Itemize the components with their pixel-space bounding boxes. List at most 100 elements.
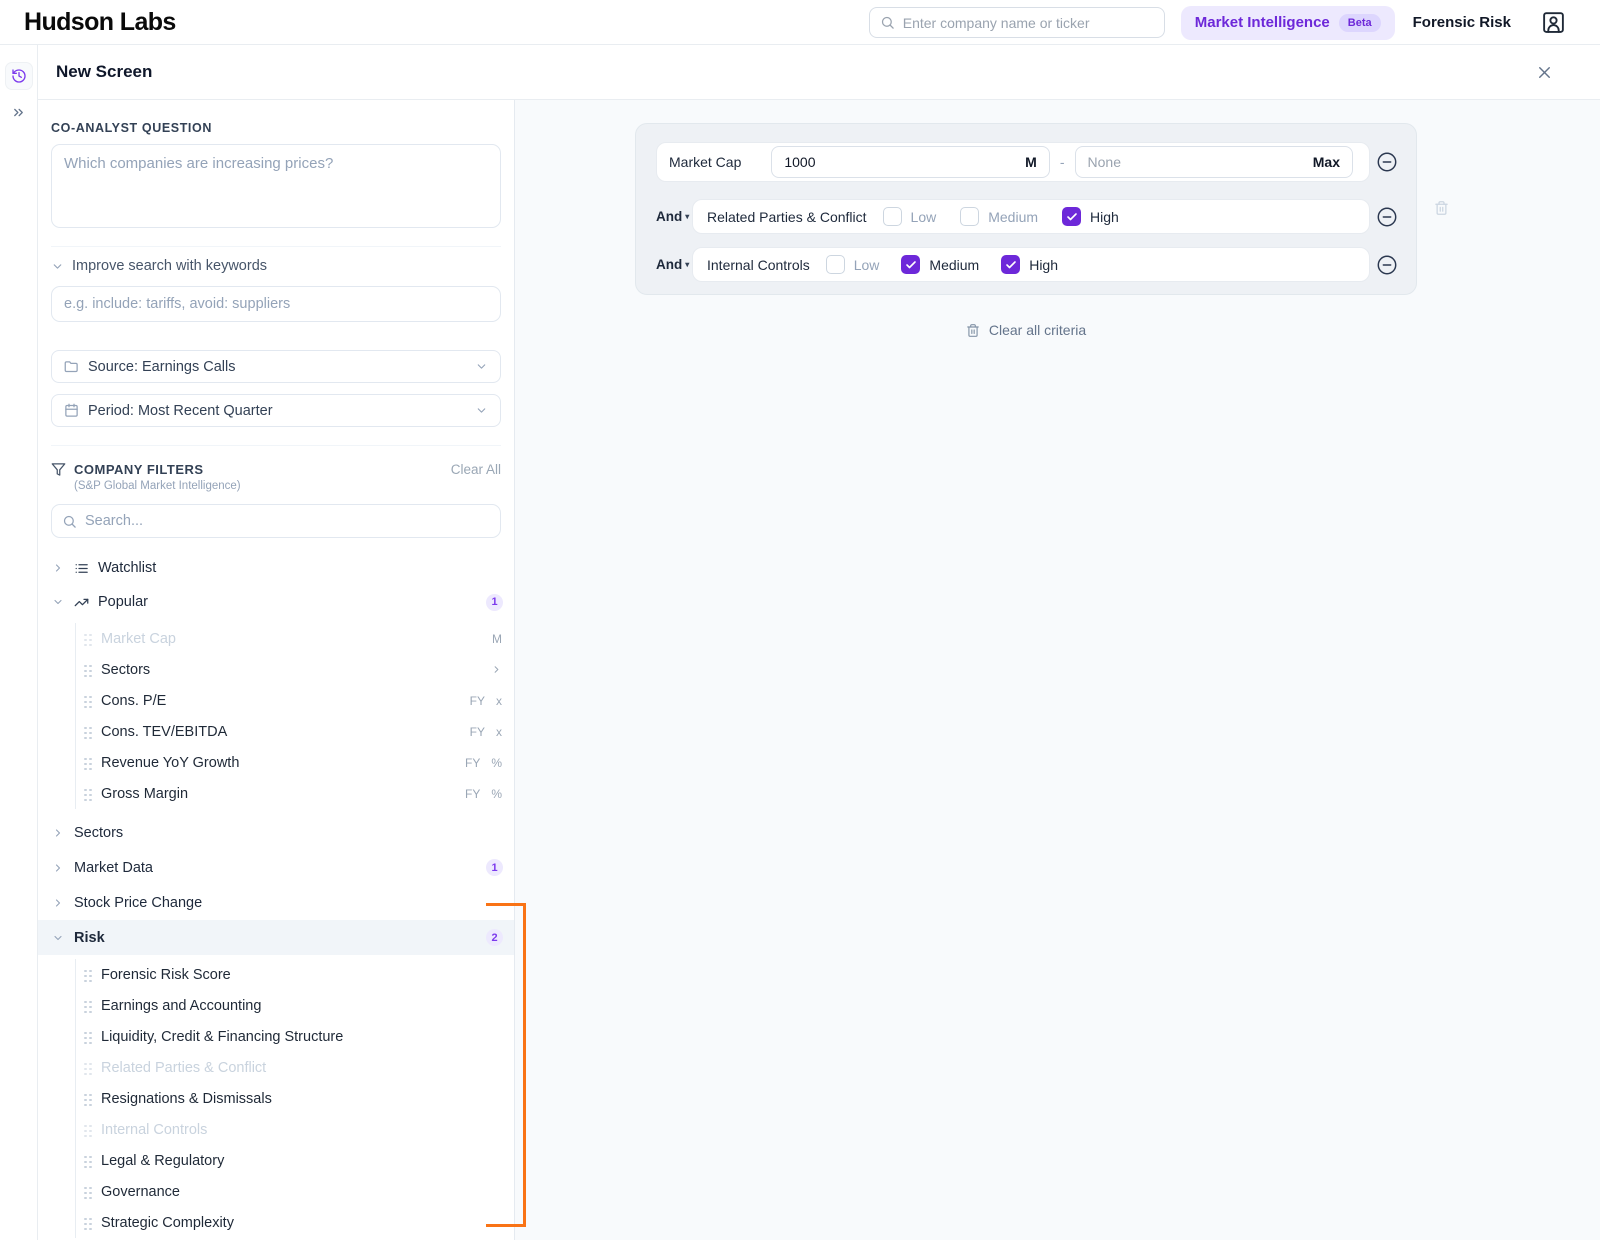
tree-item-market-cap[interactable]: Market Cap M xyxy=(76,623,514,654)
level-option-medium[interactable]: Medium xyxy=(901,255,979,274)
market-cap-min-input[interactable] xyxy=(784,154,1018,170)
source-dropdown[interactable]: Source: Earnings Calls xyxy=(51,350,501,383)
tree-item-label: Sectors xyxy=(101,661,151,678)
company-filters-title: COMPANY FILTERS xyxy=(74,462,204,477)
chevron-right-icon xyxy=(52,897,65,909)
drag-handle-icon[interactable] xyxy=(83,756,92,770)
drag-handle-icon[interactable] xyxy=(83,1061,92,1075)
and-connector-dropdown[interactable]: And xyxy=(656,209,692,224)
tree-item-earnings-and-accounting[interactable]: Earnings and Accounting xyxy=(76,990,514,1021)
tree-group-stock-price-change[interactable]: Stock Price Change xyxy=(38,885,514,920)
tree-item-related-parties-conflict[interactable]: Related Parties & Conflict xyxy=(76,1052,514,1083)
tree-item-label: Revenue YoY Growth xyxy=(101,754,240,771)
drag-handle-icon[interactable] xyxy=(83,1123,92,1137)
criteria-panel: Market Cap M - Max xyxy=(635,123,1417,295)
checkbox-unchecked-icon[interactable] xyxy=(882,207,902,226)
keywords-toggle[interactable]: Improve search with keywords xyxy=(51,258,501,274)
level-option-high[interactable]: High xyxy=(1001,255,1058,274)
company-search-box[interactable] xyxy=(868,7,1165,38)
filters-sidebar: CO-ANALYST QUESTION Improve search with … xyxy=(38,100,515,1240)
user-square-icon[interactable] xyxy=(1541,10,1566,35)
tree-item-liquidity-credit-financing[interactable]: Liquidity, Credit & Financing Structure xyxy=(76,1021,514,1052)
risk-children: Forensic Risk Score Earnings and Account… xyxy=(75,959,514,1238)
tree-group-risk[interactable]: Risk 2 xyxy=(38,920,514,955)
tree-item-legal-regulatory[interactable]: Legal & Regulatory xyxy=(76,1145,514,1176)
remove-criterion-button[interactable] xyxy=(1376,151,1398,173)
tree-group-sectors[interactable]: Sectors xyxy=(38,815,514,850)
co-analyst-question-input[interactable] xyxy=(51,144,501,228)
nav-market-intelligence[interactable]: Market Intelligence Beta xyxy=(1180,5,1395,40)
clear-all-filters-button[interactable]: Clear All xyxy=(450,462,501,477)
drag-handle-icon[interactable] xyxy=(83,1216,92,1230)
tree-item-governance[interactable]: Governance xyxy=(76,1176,514,1207)
tree-item-forensic-risk-score[interactable]: Forensic Risk Score xyxy=(76,959,514,990)
tree-item-meta: FY% xyxy=(464,755,502,770)
and-connector-dropdown[interactable]: And xyxy=(656,257,692,272)
company-search-input[interactable] xyxy=(902,14,1154,31)
tree-item-internal-controls[interactable]: Internal Controls xyxy=(76,1114,514,1145)
tree-group-label: Risk xyxy=(74,929,105,946)
drag-handle-icon[interactable] xyxy=(83,632,92,646)
max-unit-suffix: Max xyxy=(1312,154,1340,170)
tree-group-label: Market Data xyxy=(74,859,153,876)
tree-item-cons-pe[interactable]: Cons. P/E FY x xyxy=(76,685,514,716)
source-dropdown-value: Source: Earnings Calls xyxy=(88,358,236,375)
chevron-down-icon xyxy=(475,404,488,417)
level-option-high[interactable]: High xyxy=(1062,207,1119,226)
level-option-medium[interactable]: Medium xyxy=(960,207,1038,226)
beta-badge: Beta xyxy=(1338,13,1381,32)
calendar-icon xyxy=(64,403,79,418)
search-icon xyxy=(62,514,77,529)
tree-item-revenue-yoy-growth[interactable]: Revenue YoY Growth FY% xyxy=(76,747,514,778)
market-cap-max-box[interactable]: Max xyxy=(1074,146,1353,178)
expand-sidebar-button[interactable] xyxy=(4,98,33,126)
nav-forensic-risk[interactable]: Forensic Risk xyxy=(1412,14,1511,31)
drag-handle-icon[interactable] xyxy=(83,999,92,1013)
trending-up-icon xyxy=(74,595,89,610)
tree-group-popular[interactable]: Popular 1 xyxy=(38,585,514,619)
close-button[interactable] xyxy=(1535,63,1554,82)
checkbox-checked-icon[interactable] xyxy=(1001,255,1021,274)
drag-handle-icon[interactable] xyxy=(83,1030,92,1044)
delete-group-button[interactable] xyxy=(1434,200,1449,216)
tree-item-label: Cons. TEV/EBITDA xyxy=(101,723,228,740)
market-cap-max-input[interactable] xyxy=(1087,154,1305,170)
tree-item-label: Market Cap xyxy=(101,630,176,647)
criterion-label: Market Cap xyxy=(669,154,742,170)
drag-handle-icon[interactable] xyxy=(83,968,92,982)
chevron-right-icon xyxy=(52,862,65,874)
drag-handle-icon[interactable] xyxy=(83,694,92,708)
remove-criterion-button[interactable] xyxy=(1376,206,1398,228)
level-option-low[interactable]: Low xyxy=(882,207,936,226)
remove-criterion-button[interactable] xyxy=(1376,254,1398,276)
level-label: High xyxy=(1090,208,1119,225)
market-cap-min-box[interactable]: M xyxy=(771,146,1050,178)
tree-group-watchlist[interactable]: Watchlist xyxy=(38,551,514,585)
tree-group-market-data[interactable]: Market Data 1 xyxy=(38,850,514,885)
checkbox-checked-icon[interactable] xyxy=(901,255,921,274)
filters-search-box[interactable] xyxy=(51,504,501,538)
clear-all-criteria-button[interactable]: Clear all criteria xyxy=(635,322,1417,338)
drag-handle-icon[interactable] xyxy=(83,1154,92,1168)
checkbox-unchecked-icon[interactable] xyxy=(825,255,845,274)
drag-handle-icon[interactable] xyxy=(83,1092,92,1106)
drag-handle-icon[interactable] xyxy=(83,787,92,801)
tree-item-gross-margin[interactable]: Gross Margin FY% xyxy=(76,778,514,809)
history-button[interactable] xyxy=(4,62,33,90)
filters-search-input[interactable] xyxy=(85,513,490,529)
keywords-input[interactable] xyxy=(51,286,501,322)
criterion-row-market-cap: Market Cap M - Max xyxy=(656,142,1398,182)
checkbox-unchecked-icon[interactable] xyxy=(960,207,980,226)
drag-handle-icon[interactable] xyxy=(83,725,92,739)
drag-handle-icon[interactable] xyxy=(83,1185,92,1199)
tree-item-strategic-complexity[interactable]: Strategic Complexity xyxy=(76,1207,514,1238)
period-dropdown[interactable]: Period: Most Recent Quarter xyxy=(51,394,501,427)
level-option-low[interactable]: Low xyxy=(825,255,879,274)
tree-item-label: Resignations & Dismissals xyxy=(101,1090,272,1107)
tree-item-cons-tev-ebitda[interactable]: Cons. TEV/EBITDA FY x xyxy=(76,716,514,747)
tree-item-sectors-child[interactable]: Sectors xyxy=(76,654,514,685)
tree-item-label: Earnings and Accounting xyxy=(101,997,262,1014)
drag-handle-icon[interactable] xyxy=(83,663,92,677)
checkbox-checked-icon[interactable] xyxy=(1062,207,1082,226)
tree-item-resignations-dismissals[interactable]: Resignations & Dismissals xyxy=(76,1083,514,1114)
